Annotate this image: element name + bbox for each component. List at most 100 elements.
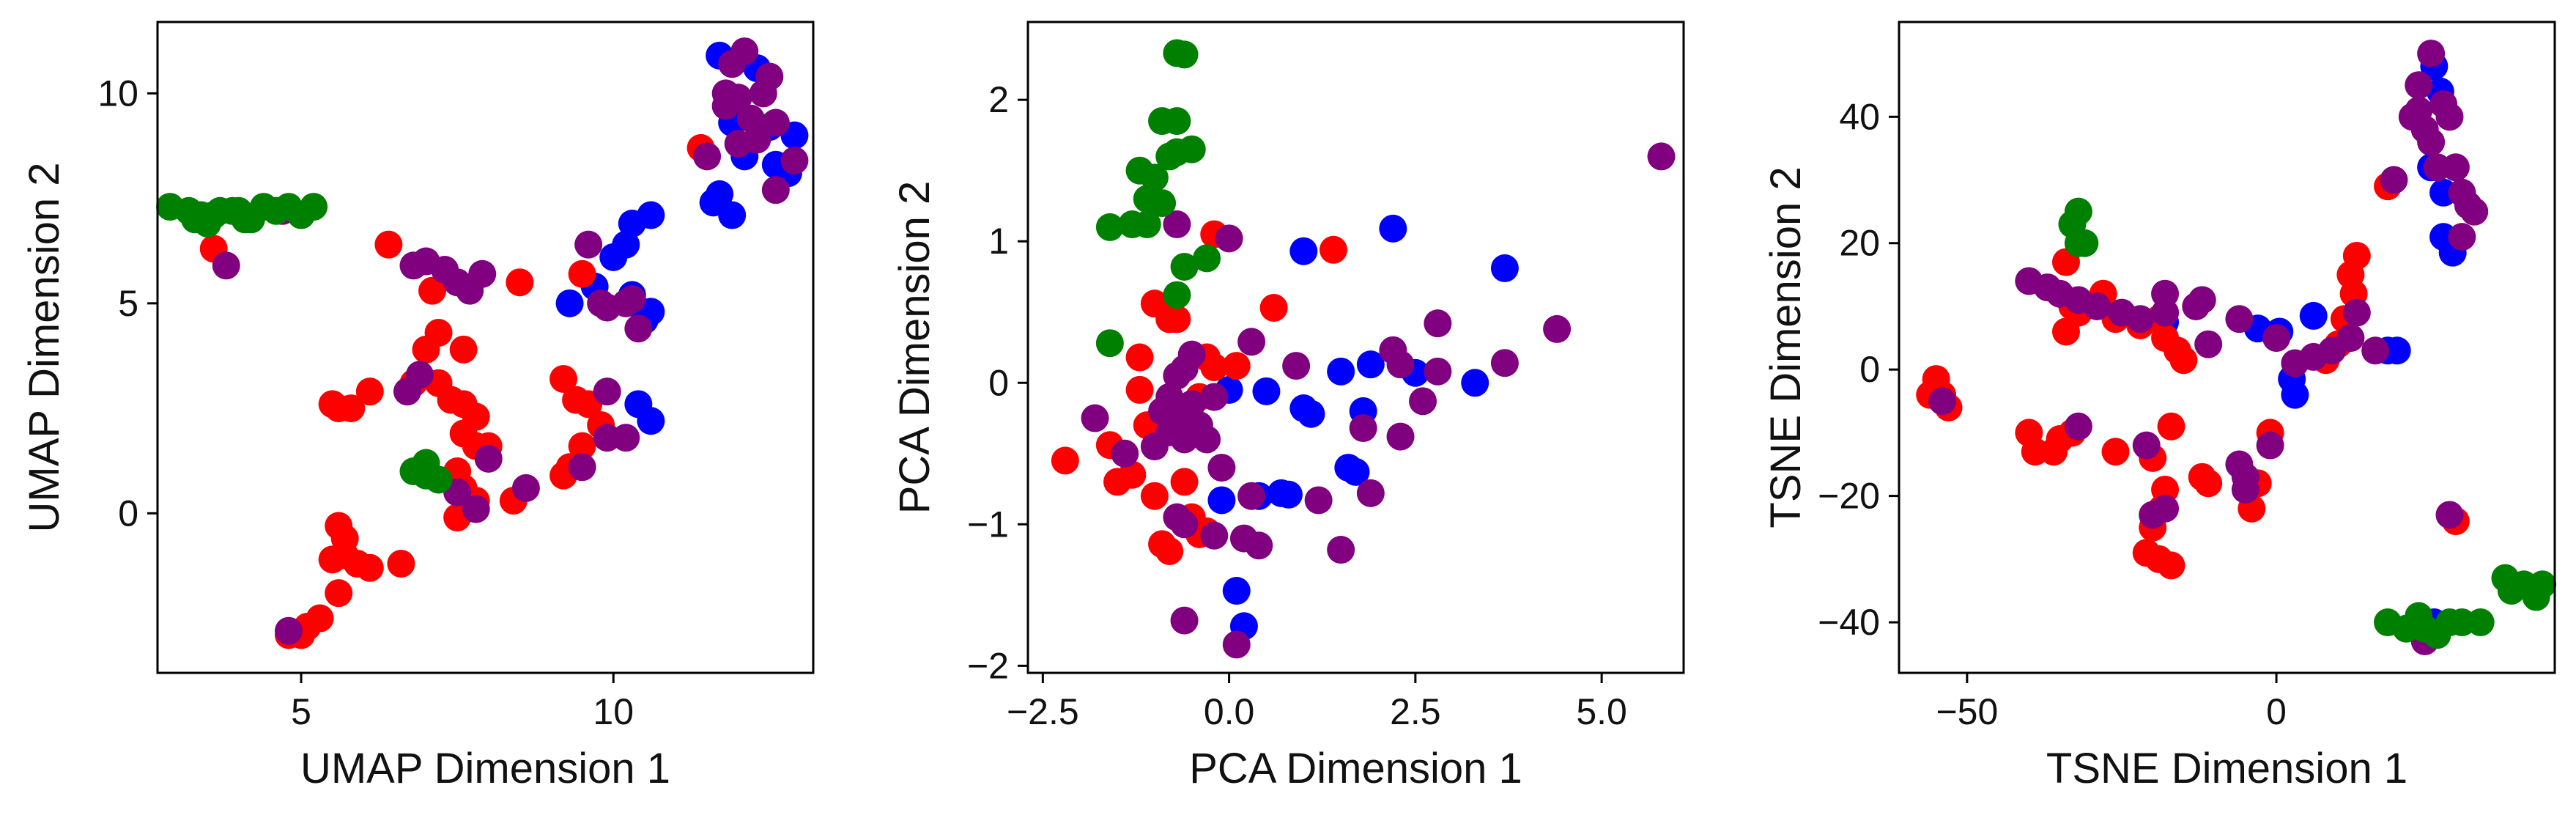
data-point: [1490, 254, 1519, 282]
x-tick-label: −2.5: [1007, 691, 1079, 732]
data-point: [1200, 353, 1229, 382]
data-point: [1386, 422, 1415, 451]
data-point: [780, 147, 809, 175]
pca-series-purple: [1081, 142, 1676, 659]
data-point: [637, 201, 665, 229]
data-point: [2256, 431, 2284, 460]
data-point: [593, 377, 621, 406]
x-tick-label: 10: [593, 691, 634, 732]
data-point: [1490, 349, 1519, 377]
data-point: [2225, 305, 2254, 334]
data-point: [612, 230, 640, 259]
data-point: [1386, 350, 1415, 379]
data-point: [1222, 577, 1251, 605]
data-point: [1163, 281, 1191, 309]
pca-x-axis-label: PCA Dimension 1: [1189, 745, 1522, 792]
data-point: [2342, 298, 2371, 327]
x-tick-label: −50: [1936, 691, 1998, 732]
tsne-series-red: [1916, 172, 2470, 580]
data-point: [637, 407, 665, 435]
data-point: [568, 432, 596, 460]
data-point: [718, 50, 747, 78]
y-tick-label: 10: [97, 73, 138, 114]
data-point: [2522, 583, 2550, 611]
data-point: [1170, 40, 1199, 69]
data-point: [2151, 298, 2180, 327]
data-point: [2157, 412, 2185, 441]
data-point: [624, 314, 653, 343]
panel-umap: 5 10 0 5 10 UMAP Dimension 1 UMAP Dimension 2: [21, 21, 815, 792]
data-point: [718, 201, 747, 229]
data-point: [2064, 412, 2092, 441]
data-point: [199, 201, 228, 229]
tsne-series-purple: [1928, 40, 2489, 655]
y-tick-label: 40: [1839, 96, 1880, 137]
data-point: [568, 453, 596, 482]
data-point: [2417, 40, 2446, 68]
y-tick-label: −1: [967, 504, 1009, 545]
data-point: [1409, 387, 1437, 416]
data-point: [212, 251, 240, 280]
data-point: [2151, 494, 2180, 523]
data-point: [424, 465, 453, 494]
data-point: [549, 364, 578, 393]
tsne-y-axis-label: TSNE Dimension 2: [1762, 166, 1810, 528]
data-point: [1424, 357, 1452, 386]
data-point: [761, 108, 790, 137]
data-point: [1259, 293, 1288, 322]
data-point: [1095, 213, 1124, 241]
data-point: [2417, 128, 2446, 156]
data-point: [1177, 135, 1206, 163]
umap-x-axis-label: UMAP Dimension 1: [300, 745, 670, 792]
data-point: [318, 545, 347, 574]
y-tick-label: 0: [118, 493, 138, 534]
data-point: [462, 495, 490, 523]
pca-plot-frame: [1026, 21, 1685, 674]
data-point: [300, 193, 328, 221]
data-point: [506, 268, 534, 297]
data-point: [330, 524, 359, 553]
x-tick-label: 5.0: [1576, 691, 1627, 732]
data-point: [412, 335, 440, 364]
data-point: [1170, 468, 1199, 496]
data-point: [2169, 346, 2198, 375]
data-point: [1289, 237, 1318, 265]
x-tick-label: 0: [2266, 691, 2287, 732]
data-point: [1356, 350, 1385, 379]
data-point: [736, 104, 765, 133]
data-point: [1319, 235, 1347, 264]
data-point: [2188, 286, 2216, 314]
tsne-plot-frame: [1898, 21, 2556, 674]
data-point: [387, 550, 415, 578]
y-tick-label: 0: [988, 362, 1009, 403]
data-point: [2460, 197, 2489, 226]
data-point: [711, 79, 740, 108]
data-point: [1163, 503, 1191, 531]
data-point: [2299, 301, 2328, 330]
y-tick-label: −40: [1818, 602, 1880, 643]
data-point: [275, 616, 303, 645]
data-point: [1170, 252, 1199, 281]
data-point: [2398, 103, 2427, 131]
data-point: [1647, 142, 1676, 171]
data-point: [1200, 521, 1229, 550]
y-tick-label: 20: [1839, 223, 1880, 264]
data-point: [555, 289, 584, 317]
data-point: [474, 444, 503, 473]
data-point: [1095, 329, 1124, 358]
data-point: [1051, 446, 1079, 475]
data-point: [2448, 223, 2476, 251]
data-point: [1200, 383, 1229, 411]
panel-pca: −2.5 0.0 2.5 5.0 −2 −1 0 1 2 PCA Dimension 1 PCA D…: [891, 21, 1685, 792]
data-point: [1327, 357, 1355, 386]
data-point: [2126, 305, 2155, 334]
data-point: [755, 62, 784, 91]
data-point: [2194, 330, 2223, 358]
data-point: [1207, 486, 1236, 515]
tsne-series-green: [2058, 197, 2557, 649]
data-point: [1163, 361, 1191, 390]
data-point: [1140, 163, 1169, 192]
y-tick-label: 1: [988, 221, 1009, 262]
data-point: [1193, 244, 1221, 273]
